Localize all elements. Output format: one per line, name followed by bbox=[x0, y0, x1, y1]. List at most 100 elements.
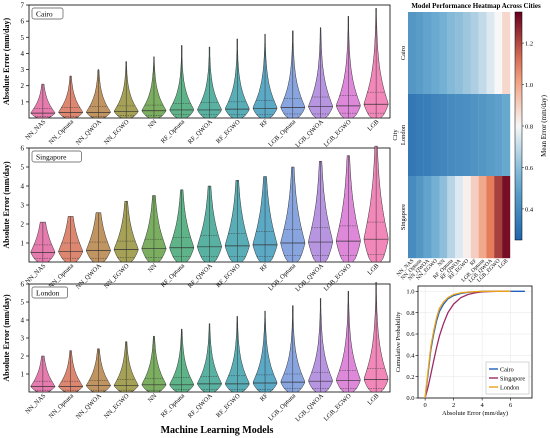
y-tick-label: 1 bbox=[21, 98, 25, 106]
heatmap-col-label: NN bbox=[437, 258, 447, 268]
x-tick-label: RF bbox=[259, 262, 270, 273]
y-tick-label: 7 bbox=[21, 2, 25, 10]
colorbar-label: Mean Error (mm/day) bbox=[540, 94, 548, 156]
panel-label-text: Singapore bbox=[36, 153, 67, 162]
legend-label: Singapore bbox=[500, 375, 525, 382]
x-tick-label: NN_QWOA bbox=[75, 392, 103, 420]
violin-panel-cairo: 1 2 3 4 5 6 7 Cairo Absolute Error (mm/day) NN_NA… bbox=[2, 2, 391, 149]
heatmap-cell bbox=[408, 94, 417, 177]
y-axis-label: Absolute Error (mm/day) bbox=[2, 294, 11, 382]
heatmap-cell bbox=[502, 12, 511, 95]
panel-label: Singapore bbox=[31, 150, 82, 163]
colorbar-tick-label: 0.4 bbox=[525, 206, 534, 213]
x-tick-label: NN_Optuna bbox=[48, 392, 75, 419]
heatmap-cell bbox=[415, 94, 424, 177]
x-tick-label: LGB_EGWO bbox=[323, 392, 353, 422]
x-tick-label: RF_EGWO bbox=[215, 262, 242, 289]
heatmap-cell bbox=[486, 12, 495, 95]
y-tick-label: 6 bbox=[21, 281, 25, 289]
x-tick-label: RF_QWOA bbox=[187, 262, 214, 289]
heatmap-cell bbox=[431, 12, 440, 95]
x-tick-label: LGB_QWOA bbox=[294, 262, 325, 293]
legend-label: Cairo bbox=[500, 366, 514, 373]
y-tick-label: 4 bbox=[21, 317, 25, 325]
heatmap-cell bbox=[423, 12, 432, 95]
x-tick-label: 4 bbox=[481, 402, 485, 409]
heatmap-cell bbox=[502, 94, 511, 177]
y-tick-label: 1 bbox=[21, 371, 25, 379]
y-tick-label: 0.6 bbox=[406, 331, 415, 338]
x-tick-label: NN_EGWO bbox=[103, 392, 131, 420]
colorbar-tick-label: 0.8 bbox=[525, 124, 533, 131]
y-tick-label: 5 bbox=[21, 299, 25, 307]
panel-label-box bbox=[31, 150, 82, 163]
legend-label: London bbox=[500, 384, 519, 391]
x-tick-label: LGB_QWOA bbox=[294, 392, 325, 423]
panel-label-box bbox=[31, 286, 68, 299]
panel-label-box bbox=[31, 7, 64, 20]
y-tick-label: 1 bbox=[21, 240, 25, 248]
x-tick-label: LGB_Optuna bbox=[267, 262, 297, 292]
x-tick-label: NN_NAS bbox=[24, 262, 47, 285]
x-tick-label: NN bbox=[147, 262, 159, 274]
y-axis-label: Absolute Error (mm/day) bbox=[2, 161, 11, 249]
y-tick-label: 2 bbox=[21, 221, 25, 229]
heatmap-cell bbox=[415, 176, 424, 259]
heatmap-title: Model Performance Heatmap Across Cities bbox=[411, 2, 541, 10]
x-tick-label: LGB bbox=[366, 262, 381, 277]
x-tick-label: NN_NAS bbox=[24, 392, 47, 415]
violin-panels: 1 2 3 4 5 6 7 Cairo Absolute Error (mm/day) NN_NA… bbox=[2, 2, 391, 423]
heatmap-cell bbox=[486, 94, 495, 177]
x-tick-label: 6 bbox=[509, 402, 513, 409]
heatmap-col-label: RF bbox=[469, 258, 478, 267]
y-tick-label: 4 bbox=[21, 50, 25, 58]
x-tick-label: RF_EGWO bbox=[215, 392, 242, 419]
x-tick-label: LGB bbox=[366, 392, 381, 407]
x-tick-label: LGB_QWOA bbox=[294, 118, 325, 149]
x-tick-label: NN_NAS bbox=[24, 118, 47, 141]
violin-panel-singapore: 1 2 3 4 5 6 Singapore Absolute Error (mm/day) NN… bbox=[2, 145, 391, 293]
x-tick-label: NN bbox=[147, 392, 159, 404]
x-tick-label: RF_Optuna bbox=[160, 392, 186, 418]
x-tick-label: 2 bbox=[452, 402, 455, 409]
x-tick-label: RF_QWOA bbox=[187, 392, 214, 419]
colorbar-tick-label: 0.6 bbox=[525, 165, 534, 172]
x-tick-label: LGB_Optuna bbox=[267, 118, 297, 148]
panel-label-text: Cairo bbox=[36, 10, 53, 19]
heatmap-cell bbox=[439, 94, 448, 177]
heatmap-cell bbox=[431, 176, 440, 259]
x-tick-label: NN_EGWO bbox=[103, 262, 131, 290]
cdf-ylabel: Cumulative Probability bbox=[395, 311, 402, 373]
y-tick-label: 5 bbox=[21, 164, 25, 172]
heatmap-cell bbox=[494, 12, 503, 95]
x-tick-label: NN_Optuna bbox=[48, 118, 75, 145]
heatmap-cell bbox=[447, 94, 456, 177]
heatmap-cell bbox=[408, 176, 417, 259]
heatmap-cell bbox=[462, 176, 471, 259]
heatmap-cell bbox=[470, 176, 479, 259]
x-tick-label: NN_QWOA bbox=[75, 262, 103, 290]
y-tick-label: 5 bbox=[21, 34, 25, 42]
colorbar-tick-label: 1.2 bbox=[525, 41, 533, 48]
heatmap-ylabel: City bbox=[392, 129, 399, 141]
heatmap-cell bbox=[439, 12, 448, 95]
heatmap-cell bbox=[478, 12, 487, 95]
heatmap-cell bbox=[494, 176, 503, 259]
x-tick-label: LGB bbox=[366, 118, 381, 133]
heatmap-cell bbox=[455, 12, 464, 95]
x-tick-label: RF_Optuna bbox=[160, 118, 186, 144]
y-tick-label: 0.0 bbox=[406, 395, 414, 402]
heatmap-row-label: Cairo bbox=[400, 46, 407, 60]
x-tick-label: LGB_EGWO bbox=[323, 262, 353, 292]
y-tick-label: 0.8 bbox=[406, 310, 414, 317]
heatmap-cell bbox=[486, 176, 495, 259]
heatmap-cell bbox=[455, 94, 464, 177]
y-tick-label: 6 bbox=[21, 145, 25, 153]
heatmap-cell bbox=[478, 176, 487, 259]
heatmap-row-label: Singapore bbox=[400, 204, 407, 230]
x-tick-label: RF bbox=[259, 118, 270, 129]
x-tick-label: NN_QWOA bbox=[75, 118, 103, 146]
heatmap-cell bbox=[423, 94, 432, 177]
x-tick-label: RF bbox=[259, 392, 270, 403]
